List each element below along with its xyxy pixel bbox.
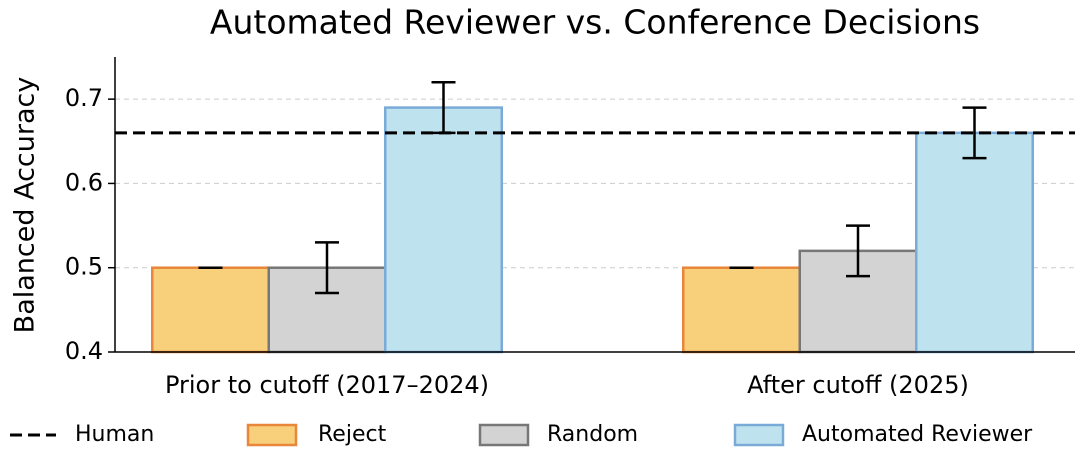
bar — [915, 131, 1034, 354]
y-tick-label: 0.6 — [65, 168, 103, 196]
bar — [384, 106, 503, 354]
y-tick-label: 0.4 — [65, 337, 103, 365]
x-tick-label: After cutoff (2025) — [747, 371, 969, 399]
y-tick-label: 0.5 — [65, 253, 103, 281]
legend-label: Automated Reviewer — [802, 422, 1033, 447]
y-axis-label: Balanced Accuracy — [10, 77, 41, 334]
y-tick-label: 0.7 — [65, 84, 103, 112]
x-tick-label: Prior to cutoff (2017–2024) — [165, 371, 489, 399]
legend-swatch — [246, 423, 298, 447]
legend-label: Human — [75, 422, 154, 447]
chart-title: Automated Reviewer vs. Conference Decisi… — [210, 3, 980, 42]
legend-label: Random — [547, 422, 638, 447]
error-bar — [846, 224, 870, 278]
error-bar — [315, 241, 339, 295]
bar — [151, 266, 270, 354]
error-bar — [962, 106, 987, 160]
bar — [682, 266, 801, 354]
legend-label: Reject — [318, 422, 387, 447]
legend-swatch — [478, 423, 530, 447]
legend-swatch — [733, 423, 785, 447]
